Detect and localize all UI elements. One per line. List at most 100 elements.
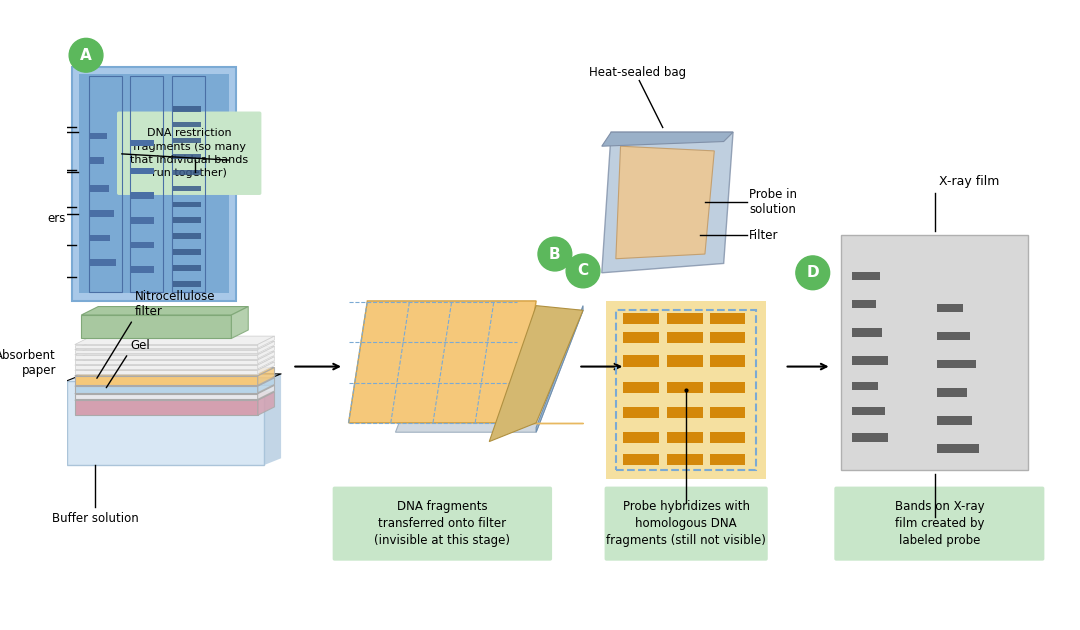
Bar xyxy=(75,365,258,369)
Bar xyxy=(710,355,745,367)
Circle shape xyxy=(538,237,571,271)
Text: A: A xyxy=(80,48,92,63)
Polygon shape xyxy=(67,374,281,381)
Polygon shape xyxy=(258,336,274,348)
Bar xyxy=(936,416,972,425)
Polygon shape xyxy=(489,306,583,442)
Text: DNA fragments
transferred onto filter
(invisible at this stage): DNA fragments transferred onto filter (i… xyxy=(375,500,511,547)
Bar xyxy=(75,360,258,364)
Polygon shape xyxy=(602,132,733,146)
Bar xyxy=(67,381,265,465)
Bar xyxy=(667,382,703,393)
Polygon shape xyxy=(616,146,714,259)
Text: Nitrocellulose
filter: Nitrocellulose filter xyxy=(135,290,215,318)
Bar xyxy=(852,433,888,442)
FancyBboxPatch shape xyxy=(605,486,768,561)
Bar xyxy=(852,356,888,365)
Bar xyxy=(710,313,745,324)
Bar xyxy=(90,210,114,217)
Polygon shape xyxy=(75,346,274,355)
Bar xyxy=(623,407,659,418)
Text: Absorbent
paper: Absorbent paper xyxy=(0,349,56,377)
Bar xyxy=(173,106,201,112)
Bar xyxy=(75,355,258,358)
Bar xyxy=(173,76,205,292)
Polygon shape xyxy=(75,378,274,386)
Polygon shape xyxy=(258,392,274,415)
Text: ers: ers xyxy=(48,212,66,226)
Bar xyxy=(72,67,237,301)
Polygon shape xyxy=(258,341,274,353)
Bar xyxy=(173,138,201,144)
Bar xyxy=(607,301,766,479)
Circle shape xyxy=(69,38,103,72)
Bar xyxy=(130,76,163,292)
Polygon shape xyxy=(258,386,274,399)
Bar xyxy=(173,202,201,207)
Bar xyxy=(623,454,659,465)
Bar xyxy=(173,154,201,159)
Polygon shape xyxy=(536,306,583,432)
Polygon shape xyxy=(258,367,274,386)
Bar xyxy=(173,122,201,127)
Bar xyxy=(75,394,258,399)
Bar xyxy=(852,407,885,415)
Bar xyxy=(173,234,201,239)
Text: C: C xyxy=(578,263,589,278)
Bar xyxy=(173,265,201,271)
Polygon shape xyxy=(258,378,274,393)
Bar xyxy=(623,313,659,324)
Bar xyxy=(90,158,104,164)
Polygon shape xyxy=(75,341,274,350)
Polygon shape xyxy=(258,346,274,358)
Polygon shape xyxy=(265,374,281,465)
Bar xyxy=(89,76,122,292)
Bar xyxy=(852,328,882,336)
Bar xyxy=(852,382,878,390)
Text: Buffer solution: Buffer solution xyxy=(52,512,139,525)
Bar xyxy=(667,454,703,465)
Bar xyxy=(173,217,201,223)
Bar xyxy=(81,315,231,338)
Bar xyxy=(852,300,876,309)
Bar xyxy=(90,259,116,266)
Bar xyxy=(131,217,154,224)
Bar xyxy=(936,304,962,312)
Bar xyxy=(90,133,107,139)
Bar xyxy=(173,249,201,255)
FancyBboxPatch shape xyxy=(333,486,552,561)
FancyBboxPatch shape xyxy=(835,486,1044,561)
Text: Heat-sealed bag: Heat-sealed bag xyxy=(589,66,686,79)
Bar xyxy=(75,345,258,348)
Bar xyxy=(616,311,756,470)
Bar xyxy=(75,370,258,374)
Bar xyxy=(75,386,258,393)
Polygon shape xyxy=(258,362,274,374)
Polygon shape xyxy=(602,132,733,273)
Polygon shape xyxy=(75,336,274,345)
Polygon shape xyxy=(75,367,274,376)
Bar xyxy=(623,332,659,343)
Bar xyxy=(841,235,1028,470)
Text: Gel: Gel xyxy=(130,338,150,352)
Polygon shape xyxy=(81,307,248,315)
Circle shape xyxy=(796,256,829,290)
Bar xyxy=(936,444,978,453)
Bar xyxy=(173,186,201,192)
Bar xyxy=(936,360,976,369)
Bar xyxy=(173,169,201,175)
Bar xyxy=(90,234,110,241)
Bar xyxy=(936,332,970,340)
Bar xyxy=(710,432,745,444)
Bar xyxy=(89,76,122,292)
Bar xyxy=(710,407,745,418)
Bar xyxy=(936,388,967,396)
Polygon shape xyxy=(75,357,274,365)
Text: B: B xyxy=(549,246,561,261)
Circle shape xyxy=(566,254,599,288)
Bar xyxy=(131,242,154,248)
Bar xyxy=(173,76,205,292)
Bar xyxy=(667,407,703,418)
Polygon shape xyxy=(349,301,536,423)
Bar xyxy=(75,400,258,415)
